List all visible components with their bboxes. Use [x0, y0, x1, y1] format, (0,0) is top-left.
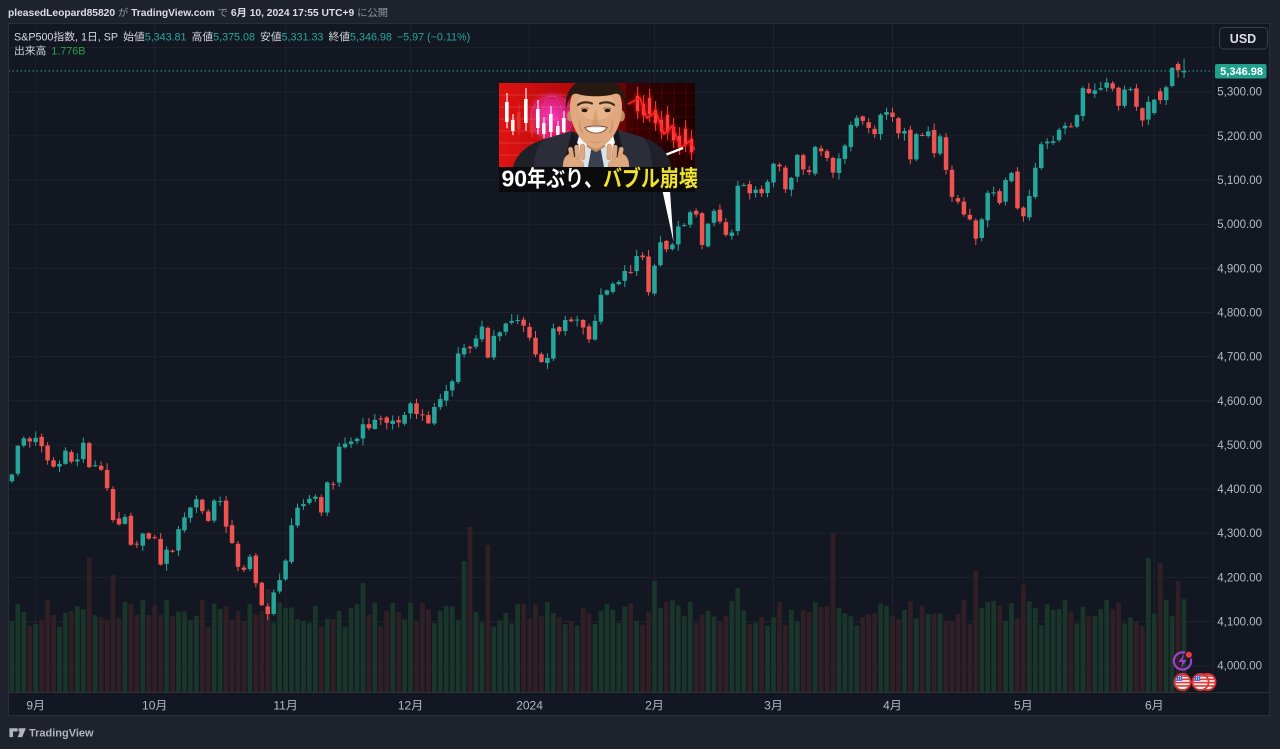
svg-text:5,346.98: 5,346.98	[1220, 66, 1263, 78]
svg-text:TradingView.com: TradingView.com	[131, 8, 215, 19]
svg-text:, SP: , SP	[98, 32, 118, 44]
svg-text:5,000.00: 5,000.00	[1217, 219, 1262, 231]
svg-text:12: 12	[398, 699, 412, 713]
svg-text:4,600.00: 4,600.00	[1217, 396, 1262, 408]
svg-text:6: 6	[231, 8, 237, 19]
svg-text:2: 2	[645, 699, 652, 713]
svg-text:4,000.00: 4,000.00	[1217, 661, 1262, 673]
svg-text:9: 9	[26, 699, 33, 713]
svg-text:6: 6	[1145, 699, 1152, 713]
svg-text:10: 10	[142, 699, 156, 713]
svg-text:90: 90	[502, 166, 528, 192]
svg-text:4,400.00: 4,400.00	[1217, 484, 1262, 496]
svg-text:, 1: , 1	[75, 32, 87, 44]
svg-text:4,100.00: 4,100.00	[1217, 617, 1262, 629]
svg-text:5,300.00: 5,300.00	[1217, 87, 1262, 99]
svg-text:2024: 2024	[516, 699, 543, 713]
svg-text:S&P500: S&P500	[14, 32, 53, 44]
svg-text:5,343.81: 5,343.81	[145, 32, 187, 44]
svg-text:5,331.33: 5,331.33	[282, 32, 324, 44]
svg-text:pleasedLeopard85820: pleasedLeopard85820	[8, 8, 115, 19]
svg-text:1.776B: 1.776B	[51, 46, 85, 58]
svg-text:TradingView: TradingView	[29, 727, 94, 739]
svg-text:4,800.00: 4,800.00	[1217, 307, 1262, 319]
svg-text:4,200.00: 4,200.00	[1217, 572, 1262, 584]
svg-text:5,346.98: 5,346.98	[350, 32, 392, 44]
svg-text:5,375.08: 5,375.08	[213, 32, 255, 44]
svg-text:USD: USD	[1230, 32, 1256, 46]
svg-text:5,200.00: 5,200.00	[1217, 131, 1262, 143]
svg-text:4,300.00: 4,300.00	[1217, 528, 1262, 540]
svg-text:5: 5	[1014, 699, 1021, 713]
svg-text:11: 11	[273, 699, 286, 713]
svg-text:−5.97 (−0.11%): −5.97 (−0.11%)	[397, 32, 470, 44]
svg-text:10, 2024 17:55 UTC+9: 10, 2024 17:55 UTC+9	[250, 8, 355, 19]
svg-text:4: 4	[883, 699, 890, 713]
svg-text:5,100.00: 5,100.00	[1217, 175, 1262, 187]
svg-text:3: 3	[764, 699, 771, 713]
svg-text:4,900.00: 4,900.00	[1217, 263, 1262, 275]
svg-text:4,700.00: 4,700.00	[1217, 352, 1262, 364]
svg-text:4,500.00: 4,500.00	[1217, 440, 1262, 452]
